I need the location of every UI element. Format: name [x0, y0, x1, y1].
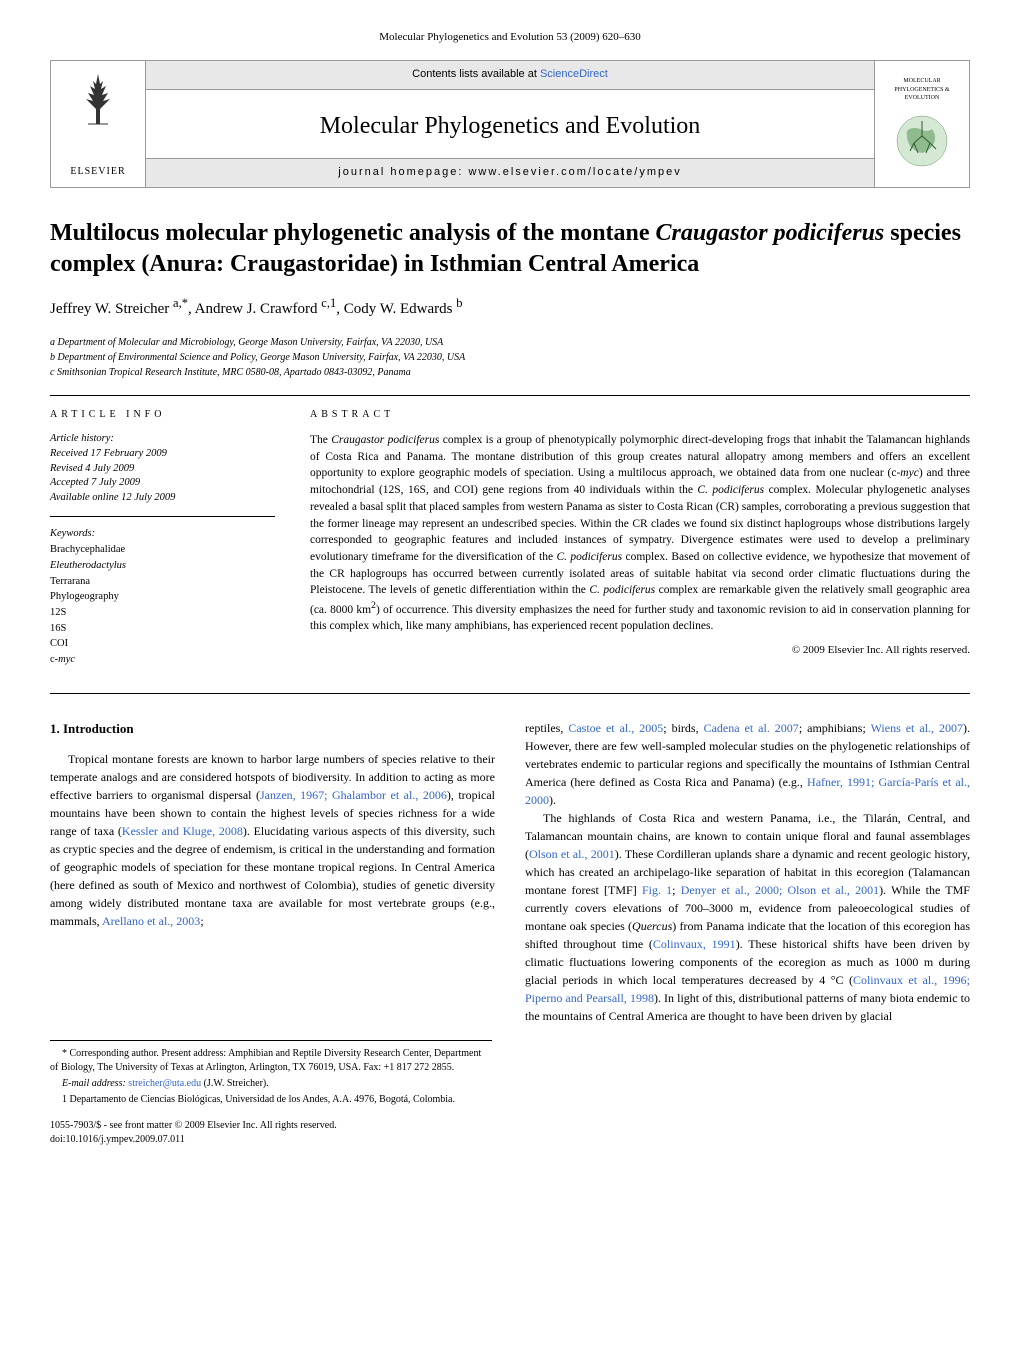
issn-line: 1055-7903/$ - see front matter © 2009 El… — [50, 1119, 970, 1133]
elsevier-logo-block: ELSEVIER — [51, 61, 146, 186]
keyword: COI — [50, 637, 275, 652]
keyword: 12S — [50, 606, 275, 621]
section-divider — [50, 693, 970, 694]
journal-cover-logo: MOLECULAR PHYLOGENETICS & EVOLUTION — [874, 61, 969, 186]
history-label: Article history: — [50, 432, 275, 447]
affiliation-a: a Department of Molecular and Microbiolo… — [50, 335, 970, 350]
corresponding-author-note: * Corresponding author. Present address:… — [50, 1047, 492, 1075]
elsevier-tree-icon — [68, 69, 128, 129]
affiliation-b: b Department of Environmental Science an… — [50, 350, 970, 365]
affiliations: a Department of Molecular and Microbiolo… — [50, 335, 970, 380]
column-right: reptiles, Castoe et al., 2005; birds, Ca… — [525, 719, 970, 1025]
journal-header-box: ELSEVIER Contents lists available at Sci… — [50, 60, 970, 187]
history-accepted: Accepted 7 July 2009 — [50, 476, 275, 491]
journal-cover-text: MOLECULAR PHYLOGENETICS & EVOLUTION — [883, 77, 961, 102]
article-title: Multilocus molecular phylogenetic analys… — [50, 218, 970, 280]
abstract-block: ABSTRACT The Craugastor podiciferus comp… — [290, 396, 970, 681]
journal-title: Molecular Phylogenetics and Evolution — [146, 90, 874, 159]
history-revised: Revised 4 July 2009 — [50, 462, 275, 477]
doi-line: doi:10.1016/j.ympev.2009.07.011 — [50, 1133, 970, 1147]
intro-heading: 1. Introduction — [50, 719, 495, 739]
footnote-1: 1 Departamento de Ciencias Biológicas, U… — [50, 1093, 492, 1107]
history-received: Received 17 February 2009 — [50, 447, 275, 462]
sciencedirect-link[interactable]: ScienceDirect — [540, 68, 608, 80]
keyword: Terrarana — [50, 575, 275, 590]
abstract-copyright: © 2009 Elsevier Inc. All rights reserved… — [310, 643, 970, 658]
elsevier-label: ELSEVIER — [70, 165, 125, 179]
body-columns: 1. Introduction Tropical montane forests… — [50, 719, 970, 1025]
keyword: c-myc — [50, 653, 275, 668]
keywords-label: Keywords: — [50, 527, 275, 542]
authors: Jeffrey W. Streicher a,*, Andrew J. Craw… — [50, 295, 970, 320]
homepage-label: journal homepage: — [338, 166, 468, 178]
keyword: Brachycephalidae — [50, 543, 275, 558]
header-center: Contents lists available at ScienceDirec… — [146, 61, 874, 186]
column-left: 1. Introduction Tropical montane forests… — [50, 719, 495, 1025]
article-history: Article history: Received 17 February 20… — [50, 432, 275, 516]
article-info-block: ARTICLE INFO Article history: Received 1… — [50, 396, 290, 681]
phylogeny-globe-icon — [892, 111, 952, 171]
email-suffix: (J.W. Streicher). — [201, 1078, 269, 1089]
journal-citation: Molecular Phylogenetics and Evolution 53… — [50, 30, 970, 45]
homepage-bar: journal homepage: www.elsevier.com/locat… — [146, 158, 874, 186]
abstract-text: The Craugastor podiciferus complex is a … — [310, 432, 970, 635]
article-info-label: ARTICLE INFO — [50, 408, 275, 422]
intro-para-2: The highlands of Costa Rica and western … — [525, 809, 970, 1025]
contents-bar: Contents lists available at ScienceDirec… — [146, 61, 874, 89]
contents-text: Contents lists available at — [412, 68, 540, 80]
bottom-metadata: 1055-7903/$ - see front matter © 2009 El… — [50, 1119, 970, 1147]
article-meta-row: ARTICLE INFO Article history: Received 1… — [50, 395, 970, 681]
abstract-label: ABSTRACT — [310, 408, 970, 422]
keyword: 16S — [50, 622, 275, 637]
history-online: Available online 12 July 2009 — [50, 491, 275, 506]
intro-para-1-cont: reptiles, Castoe et al., 2005; birds, Ca… — [525, 719, 970, 809]
keyword: Phylogeography — [50, 590, 275, 605]
intro-para-1: Tropical montane forests are known to ha… — [50, 750, 495, 930]
email-line: E-mail address: streicher@uta.edu (J.W. … — [50, 1077, 492, 1091]
footnotes: * Corresponding author. Present address:… — [50, 1040, 492, 1107]
keyword: Eleutherodactylus — [50, 559, 275, 574]
email-label: E-mail address: — [62, 1078, 128, 1089]
keywords-list: Brachycephalidae Eleutherodactylus Terra… — [50, 543, 275, 668]
email-link[interactable]: streicher@uta.edu — [128, 1078, 201, 1089]
affiliation-c: c Smithsonian Tropical Research Institut… — [50, 365, 970, 380]
homepage-url: www.elsevier.com/locate/ympev — [468, 166, 681, 178]
